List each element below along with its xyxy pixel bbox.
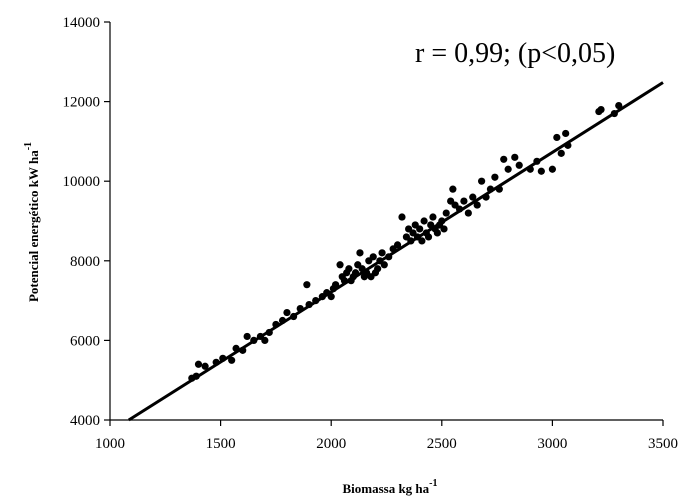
data-point	[429, 213, 437, 221]
data-point	[305, 300, 313, 309]
data-point	[332, 281, 340, 289]
ticks	[104, 21, 664, 426]
data-point	[610, 109, 618, 118]
data-point	[564, 141, 572, 149]
data-point	[424, 233, 433, 241]
data-point	[440, 225, 448, 233]
data-point	[228, 356, 236, 364]
x-tick-label: 1500	[206, 436, 236, 452]
data-point	[378, 249, 386, 257]
data-point	[464, 209, 472, 217]
data-point	[557, 149, 565, 157]
tick-labels: 4000 6000 8000 10000 12000 14000 1000 1500 2000 2…	[63, 15, 679, 452]
data-point	[272, 320, 280, 329]
data-points	[188, 101, 623, 382]
data-point	[416, 225, 424, 233]
data-point	[537, 167, 545, 175]
data-point	[442, 209, 450, 217]
data-point	[500, 155, 508, 163]
data-point	[533, 157, 541, 165]
data-point	[562, 129, 570, 138]
data-point	[219, 354, 227, 362]
data-point	[369, 253, 377, 261]
data-point	[420, 217, 428, 225]
data-point	[478, 177, 486, 185]
data-point	[351, 269, 360, 277]
data-point	[243, 332, 251, 341]
data-point	[283, 308, 291, 317]
data-point	[393, 241, 402, 249]
data-point	[212, 358, 220, 366]
data-point	[515, 161, 523, 169]
y-tick-label: 14000	[63, 15, 101, 31]
data-point	[303, 281, 311, 289]
data-point	[385, 253, 393, 261]
data-point	[526, 165, 534, 173]
y-axis-title-text: Potencial energético kW ha	[26, 150, 41, 302]
data-point	[192, 372, 200, 380]
data-point	[491, 173, 499, 181]
data-point	[469, 193, 477, 201]
data-point	[356, 249, 364, 257]
data-point	[504, 165, 512, 173]
x-axis-title: Biomassa kg ha-1	[342, 478, 437, 496]
data-point	[455, 205, 464, 213]
trendline	[128, 81, 664, 422]
y-tick-label: 4000	[70, 413, 100, 429]
y-axis-title-sup: -1	[23, 142, 34, 150]
y-tick-label: 6000	[70, 333, 100, 349]
x-axis-title-sup: -1	[429, 478, 437, 489]
data-point	[407, 237, 415, 245]
data-point	[250, 336, 258, 344]
x-tick-label: 2500	[427, 436, 457, 452]
data-point	[201, 362, 209, 370]
data-point	[398, 213, 406, 221]
data-point	[548, 165, 557, 173]
x-tick-label: 1000	[95, 436, 125, 452]
data-point	[327, 293, 335, 301]
x-tick-label: 3500	[648, 436, 678, 452]
data-point	[380, 261, 388, 269]
data-point	[296, 304, 304, 313]
y-axis-title: Potencial energético kW ha-1	[23, 142, 41, 302]
data-point	[486, 185, 495, 193]
data-point	[473, 201, 481, 209]
data-point	[597, 105, 605, 114]
data-point	[289, 312, 298, 321]
data-point	[374, 265, 382, 273]
data-point	[312, 297, 320, 305]
data-point	[460, 197, 468, 205]
data-point	[278, 316, 287, 325]
data-point	[553, 133, 561, 142]
data-point	[438, 217, 446, 225]
correlation-annotation: r = 0,99; (p<0,05)	[415, 38, 615, 69]
y-tick-label: 8000	[70, 254, 100, 270]
data-point	[194, 360, 203, 368]
x-tick-label: 2000	[316, 436, 346, 452]
x-axis-title-text: Biomassa kg ha	[342, 481, 429, 496]
x-tick-label: 3000	[537, 436, 567, 452]
y-tick-label: 12000	[63, 95, 101, 111]
data-point	[449, 185, 457, 193]
data-point	[495, 185, 503, 193]
data-point	[345, 265, 353, 273]
data-point	[239, 346, 247, 354]
y-tick-label: 10000	[63, 174, 101, 190]
data-point	[418, 237, 426, 245]
data-point	[265, 328, 273, 337]
data-point	[615, 101, 623, 110]
data-point	[336, 261, 344, 269]
data-point	[340, 277, 349, 285]
data-point	[261, 336, 269, 344]
data-point	[232, 344, 240, 352]
data-point	[433, 229, 441, 237]
trendline-group	[128, 81, 664, 422]
data-point	[482, 193, 490, 201]
axes	[109, 22, 663, 421]
data-point	[511, 153, 519, 161]
